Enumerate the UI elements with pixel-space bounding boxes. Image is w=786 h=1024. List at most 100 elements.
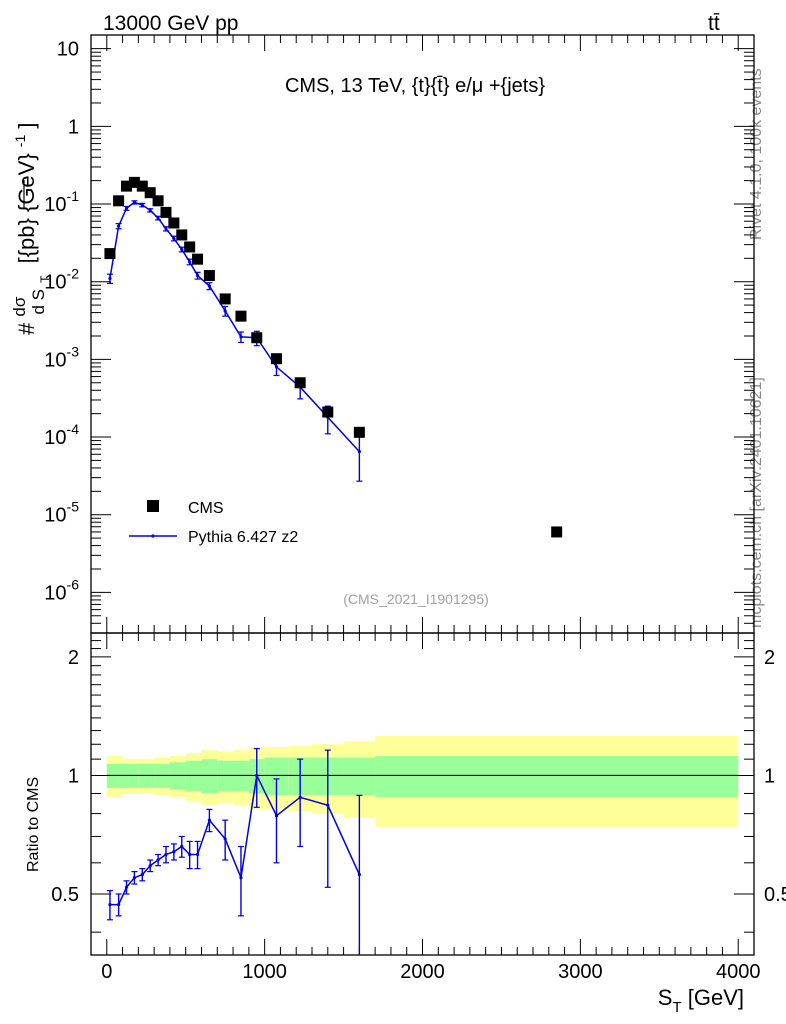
xlabel-units: [GeV] [682, 985, 744, 1010]
y-tick-label-main: 10 [57, 39, 79, 61]
ylabel-frac-num: dσ [10, 296, 29, 316]
mc-main-point [132, 200, 137, 204]
x-tick-label: 0 [101, 961, 112, 983]
mc-main-point [180, 247, 184, 252]
mc-ratio-point [195, 852, 200, 857]
process-label: tt̄ [708, 12, 720, 35]
cms-data-point [192, 253, 204, 265]
mcplots-label: mcplots.cern.ch [arXiv:2401.10621] [748, 377, 765, 628]
ratio-uncertainty-bands [106, 735, 739, 827]
ylabel-frac-den: d S [29, 289, 48, 315]
cms-data-point [160, 206, 172, 218]
y-tick-label-exponent: -2 [67, 266, 80, 282]
cms-data-point [152, 195, 164, 207]
mc-ratio-point [108, 902, 112, 907]
x-tick-label: 2000 [400, 961, 445, 983]
analysis-watermark: (CMS_2021_I1901295) [343, 591, 489, 607]
mc-main-point [117, 224, 121, 228]
rivet-version-label: Rivet 4.1.0, 100k events [748, 68, 765, 240]
axis-ticks [91, 35, 754, 955]
cms-data-point [113, 195, 125, 207]
mc-main-point [164, 227, 168, 231]
ylabel-units: [{pb} {GeV} [14, 153, 39, 263]
cms-series-main [104, 176, 563, 538]
mc-ratio-point [255, 773, 259, 778]
ylabel-units-end: ] [14, 122, 39, 128]
legend-mc-label: Pythia 6.427 z2 [188, 529, 298, 546]
band-inner-segment [264, 757, 289, 796]
y-tick-label-ratio-left: 0.5 [51, 884, 79, 906]
mc-ratio-point [239, 876, 243, 880]
y-tick-label-base: 10 [57, 39, 79, 61]
cms-data-point [203, 270, 215, 282]
mc-main-line [109, 201, 360, 453]
cms-data-point [294, 377, 306, 389]
cms-data-point [270, 353, 282, 365]
legend-cms-marker [147, 500, 159, 512]
mc-ratio-point [274, 814, 279, 818]
y-tick-label-ratio-right: 1 [764, 765, 775, 787]
mc-main-point [124, 206, 129, 210]
y-tick-label-main: 10-6 [44, 576, 79, 604]
cms-data-point [251, 332, 263, 344]
mc-main-point [274, 365, 279, 369]
mc-main-point [357, 449, 361, 454]
cms-data-point [219, 293, 231, 305]
legend: CMS Pythia 6.427 z2 [129, 500, 298, 546]
cms-data-point [128, 176, 140, 188]
y-tick-label-base: 10 [44, 194, 66, 216]
y-tick-label-base: 10 [44, 582, 66, 604]
x-tick-labels: 0 1000 2000 3000 4000 [101, 961, 760, 983]
band-inner-segment [201, 759, 218, 794]
cms-data-point [176, 229, 188, 241]
cms-data-point [136, 180, 148, 192]
cms-data-point [104, 248, 116, 260]
mc-series-main [106, 200, 363, 482]
xlabel-sub: T [672, 999, 681, 1016]
mc-ratio-point [156, 858, 160, 862]
xlabel-main: S [658, 985, 673, 1010]
mc-ratio-point [180, 844, 184, 849]
y-tick-label-main: 10-2 [44, 266, 79, 294]
x-tick-label: 4000 [716, 961, 761, 983]
mc-ratio-point [140, 873, 144, 877]
y-tick-label-exponent: -1 [67, 188, 80, 204]
band-inner-segment [375, 756, 739, 798]
chart-title: CMS, 13 TeV, {t}{t̄} e/μ +{jets} [285, 75, 545, 97]
mc-ratio-point [223, 837, 227, 841]
y-tick-label-base: 10 [44, 427, 66, 449]
y-tick-label-exponent: -6 [67, 576, 80, 592]
y-tick-label-base: 10 [44, 349, 66, 371]
main-y-axis-label: # dσ d S T [{pb} {GeV} -1 ] [10, 122, 52, 335]
mc-ratio-point [132, 876, 137, 880]
cms-data-point [235, 310, 247, 322]
y-tick-label-base: 10 [44, 505, 66, 527]
y-tick-label-base: 10 [44, 272, 66, 294]
mc-ratio-point [357, 873, 361, 877]
y-tick-label-ratio-left: 2 [68, 647, 79, 669]
mc-main-point [172, 236, 176, 241]
cms-data-point [322, 406, 334, 418]
mc-main-point [148, 208, 152, 212]
band-inner-segment [233, 760, 249, 792]
mc-ratio-point [326, 803, 330, 807]
mc-ratio-point [117, 902, 121, 907]
energy-label: 13000 GeV pp [103, 12, 238, 35]
y-tick-label-ratio-left: 1 [68, 765, 79, 787]
mc-ratio-point [188, 852, 192, 857]
mc-ratio-point [164, 852, 168, 857]
x-tick-label: 1000 [242, 961, 287, 983]
mc-main-point [239, 335, 243, 339]
y-tick-label-ratio-right: 0.5 [764, 884, 786, 906]
y-tick-label-exponent: -5 [67, 499, 80, 515]
y-tick-label-main: 10-5 [44, 499, 79, 527]
mc-main-point [156, 216, 160, 220]
legend-mc-marker [151, 534, 155, 538]
band-inner-segment [343, 757, 376, 796]
y-tick-label-base: 1 [68, 116, 79, 138]
mc-main-point [188, 260, 192, 264]
mc-main-point [140, 203, 144, 207]
mc-main-point [195, 273, 200, 278]
y-tick-label-main: 1 [68, 116, 79, 138]
mc-series-ratio [106, 747, 363, 955]
